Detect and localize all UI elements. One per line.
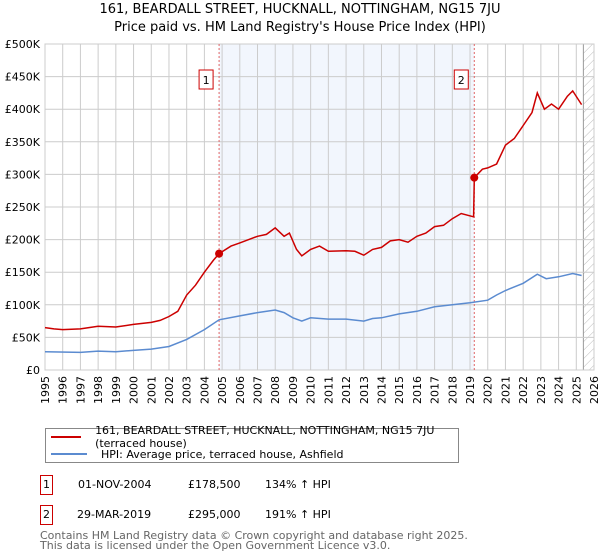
x-tick-label: 2003 [181, 376, 194, 404]
legend: 161, BEARDALL STREET, HUCKNALL, NOTTINGH… [45, 424, 459, 463]
sale-date: 01-NOV-2004 [78, 478, 152, 491]
chart-subtitle: Price paid vs. HM Land Registry's House … [114, 20, 486, 35]
x-tick-label: 2012 [340, 376, 353, 404]
x-tick-label: 2026 [588, 376, 600, 404]
legend-item-property: 161, BEARDALL STREET, HUCKNALL, NOTTINGH… [46, 424, 458, 450]
footer: Contains HM Land Registry data © Crown c… [40, 529, 468, 552]
sale-price: £178,500 [188, 478, 241, 491]
x-tick-label: 1995 [39, 376, 52, 404]
plot-frame [44, 43, 595, 371]
sale-row-2: 2 29-MAR-2019 £295,000 191% ↑ HPI [40, 505, 440, 525]
x-tick-label: 2022 [517, 376, 530, 404]
x-tick-label: 2018 [446, 376, 459, 404]
sale-annotation-box [453, 69, 469, 90]
sale-annotation-label: 1 [203, 74, 210, 87]
sale-point [215, 249, 224, 258]
sale-annotation-box [198, 69, 214, 90]
legend-swatch-blue [51, 453, 87, 455]
price-chart: 1995 1996 1997 1998 1999 2000 2001 2002 2003 2004… [5, 38, 600, 404]
x-tick-label: 2016 [411, 376, 424, 404]
x-tick-label: 2020 [482, 376, 495, 404]
x-tick-label: 2017 [429, 376, 442, 404]
legend-item-hpi: HPI: Average price, terraced house, Ashf… [46, 446, 343, 462]
hpi-series-line [44, 272, 582, 354]
y-tick-label: £400K [5, 103, 41, 116]
x-tick-label: 2023 [535, 376, 548, 404]
legend-label: HPI: Average price, terraced house, Ashf… [101, 447, 344, 461]
x-tick-label: 2004 [198, 376, 211, 404]
sale-hpi-change: 134% ↑ HPI [265, 478, 331, 491]
sale-point [470, 173, 479, 182]
y-tick-label: £100K [5, 299, 41, 312]
x-tick-label: 1999 [110, 376, 123, 404]
y-tick-label: £300K [5, 168, 41, 181]
y-tick-label: £500K [5, 38, 41, 51]
x-tick-label: 2005 [216, 376, 229, 404]
legend-swatch-red [51, 436, 82, 438]
footer-licence: This data is licensed under the Open Gov… [40, 539, 391, 552]
x-tick-label: 1998 [92, 376, 105, 404]
y-tick-label: £0 [26, 364, 40, 377]
x-tick-label: 1996 [57, 376, 70, 404]
y-tick-label: £450K [5, 71, 41, 84]
x-tick-label: 2010 [305, 376, 318, 404]
sale-marker-badge: 2 [40, 505, 53, 525]
x-tick-label: 2002 [163, 376, 176, 404]
x-tick-label: 2008 [269, 376, 282, 404]
sale-price: £295,000 [188, 508, 241, 521]
x-tick-label: 2011 [322, 376, 335, 404]
x-tick-label: 2021 [499, 376, 512, 404]
y-tick-label: £250K [5, 201, 41, 214]
chart-title: 161, BEARDALL STREET, HUCKNALL, NOTTINGH… [99, 2, 501, 17]
y-tick-label: £200K [5, 234, 41, 247]
x-tick-label: 2024 [553, 376, 566, 404]
footer-copyright: Contains HM Land Registry data © Crown c… [40, 529, 468, 542]
x-tick-label: 2015 [393, 376, 406, 404]
y-tick-label: £350K [5, 136, 41, 149]
x-tick-label: 1997 [74, 376, 87, 404]
x-tick-label: 2006 [234, 376, 247, 404]
legend-label: 161, BEARDALL STREET, HUCKNALL, NOTTINGH… [95, 424, 435, 450]
x-tick-label: 2013 [358, 376, 371, 404]
y-tick-label: £50K [12, 331, 41, 344]
x-tick-label: 2000 [128, 376, 141, 404]
y-tick-label: £150K [5, 266, 41, 279]
sale-date: 29-MAR-2019 [77, 508, 152, 521]
x-tick-label: 2001 [145, 376, 158, 404]
x-tick-label: 2014 [375, 376, 388, 404]
sale-row-1: 1 01-NOV-2004 £178,500 134% ↑ HPI [40, 475, 440, 495]
x-tick-label: 2009 [287, 376, 300, 404]
x-tick-label: 2025 [570, 376, 583, 404]
x-tick-label: 2019 [464, 376, 477, 404]
sale-hpi-change: 191% ↑ HPI [265, 508, 331, 521]
sale-annotation-label: 2 [458, 74, 465, 87]
sale-marker-badge: 1 [40, 475, 53, 495]
x-tick-label: 2007 [252, 376, 265, 404]
property-series-line [44, 89, 583, 331]
